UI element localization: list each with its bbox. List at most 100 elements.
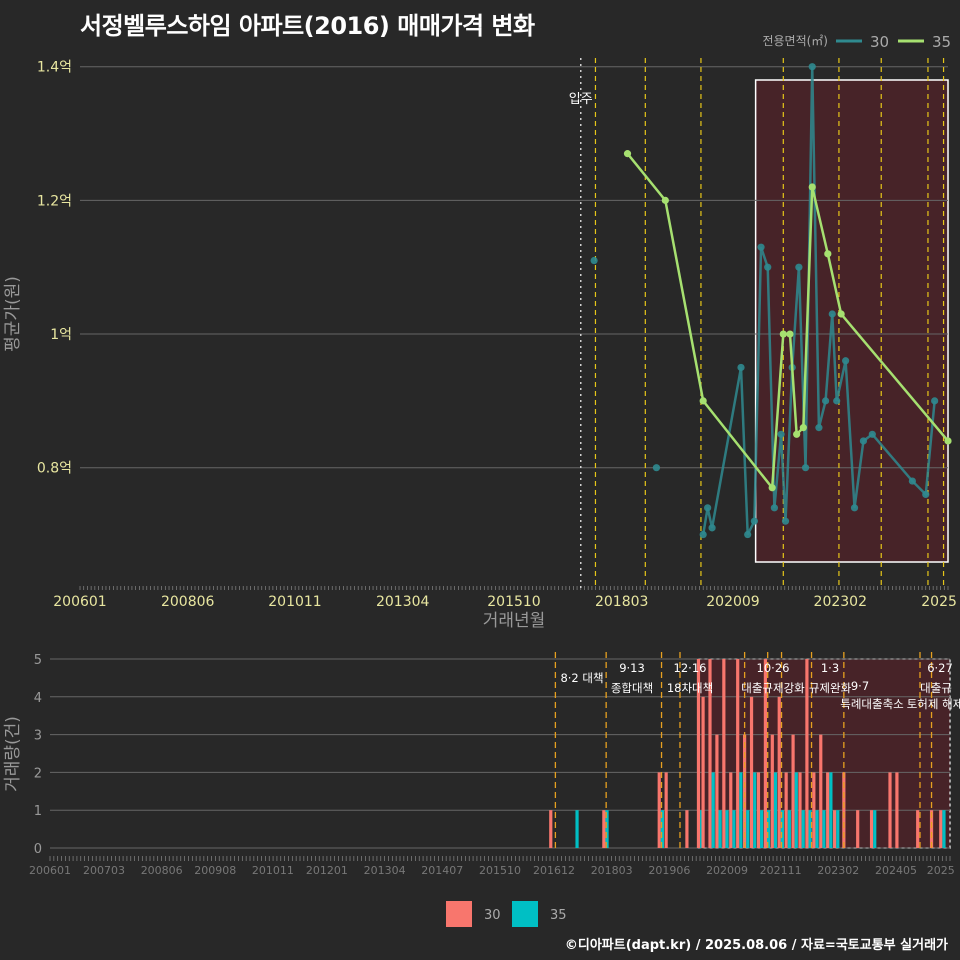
- bar-30: [696, 659, 701, 848]
- bottom-y-tick-label: 3: [34, 729, 42, 744]
- series-30-point: [777, 430, 785, 438]
- x-tick-label: 202009: [706, 594, 759, 610]
- bar-35: [794, 772, 798, 848]
- bar-30: [812, 772, 816, 848]
- series-30-point: [850, 504, 859, 512]
- bar-35: [660, 810, 665, 848]
- bottom-x-tick-label: 200601: [29, 864, 71, 877]
- series-30-point: [908, 477, 916, 485]
- series-30-point: [842, 357, 850, 365]
- bottom-x-tick-label: 200806: [141, 864, 183, 877]
- policy-label: 대출규제강화: [741, 681, 805, 695]
- series-35-point: [824, 250, 832, 258]
- policy-label: 종합대책: [611, 681, 653, 695]
- bar-35: [575, 810, 579, 848]
- legend-label-35: 35: [932, 33, 951, 51]
- bar-35: [725, 810, 729, 848]
- x-tick-label: 201011: [268, 594, 321, 610]
- bar-30: [856, 810, 860, 848]
- bar-35: [753, 772, 757, 848]
- bar-30: [929, 810, 934, 848]
- bar-30: [798, 772, 802, 848]
- legend-bar-swatch-30: [446, 901, 472, 927]
- bar-30: [736, 659, 740, 848]
- bar-30: [756, 772, 761, 848]
- series-35-point: [768, 484, 776, 492]
- policy-label: 토허제 해제: [907, 697, 960, 711]
- bar-35: [605, 810, 609, 848]
- legend-title: 전용면적(㎡): [762, 34, 828, 48]
- bottom-x-tick-label: 2025: [927, 864, 955, 877]
- bar-35: [873, 810, 877, 848]
- policy-label: 9·13: [619, 661, 645, 675]
- policy-label: 12·16: [674, 661, 707, 675]
- series-30-point: [781, 517, 790, 525]
- series-35-point: [623, 150, 632, 158]
- series-35-point: [661, 196, 669, 204]
- bar-30: [685, 810, 689, 848]
- bar-30: [791, 734, 795, 848]
- bar-35: [801, 810, 805, 848]
- bottom-x-tick-label: 201906: [648, 864, 690, 877]
- bar-35: [773, 772, 778, 848]
- series-35-point: [699, 397, 707, 405]
- bar-35: [739, 772, 743, 848]
- series-30-point: [795, 263, 803, 271]
- bar-30: [763, 659, 767, 848]
- bar-30: [916, 810, 920, 848]
- series-30-point: [770, 504, 779, 512]
- bar-30: [715, 734, 719, 848]
- series-30-point: [922, 490, 930, 499]
- series-30-point: [801, 464, 810, 472]
- bar-30: [895, 772, 899, 848]
- policy-label: 18차대책: [667, 681, 713, 695]
- series-30-point: [833, 397, 841, 405]
- legend-bar-swatch-35: [512, 901, 538, 927]
- series-35-line: [626, 152, 949, 492]
- series-30-point: [828, 310, 836, 318]
- x-tick-label: 201803: [595, 594, 648, 610]
- series-30-point: [868, 430, 876, 438]
- policy-label: 6·27: [927, 661, 953, 675]
- bottom-y-tick-label: 2: [34, 766, 42, 781]
- series-35-point: [793, 430, 801, 438]
- series-30-point: [815, 424, 823, 432]
- bar-30: [701, 696, 705, 848]
- bar-35: [732, 810, 736, 848]
- bottom-y-axis-title: 거래량(건): [3, 716, 23, 792]
- bar-30: [743, 734, 747, 848]
- x-axis-title: 거래년월: [483, 611, 546, 631]
- bottom-x-tick-label: 202302: [817, 864, 859, 877]
- y-tick-label: 1.4억: [37, 60, 72, 76]
- bottom-x-tick-label: 201803: [591, 864, 633, 877]
- bar-35: [711, 772, 715, 848]
- series-30-point: [699, 530, 707, 539]
- bar-30: [939, 810, 943, 848]
- series-30-point: [737, 363, 745, 372]
- bar-30: [549, 810, 553, 848]
- series-30-point: [590, 256, 598, 265]
- bottom-x-tick-label: 202405: [875, 864, 917, 877]
- chart-title: 서정벨루스하임 아파트(2016) 매매가격 변화: [80, 12, 535, 40]
- series-35-point: [799, 424, 807, 432]
- series-30-point: [708, 524, 716, 532]
- bar-30: [770, 734, 774, 848]
- bar-30: [729, 772, 733, 848]
- bar-30: [805, 659, 809, 848]
- bar-35: [760, 810, 764, 848]
- bar-30: [784, 772, 788, 848]
- bar-35: [780, 810, 785, 848]
- bottom-x-tick-label: 200908: [194, 864, 236, 877]
- bar-35: [746, 810, 750, 848]
- policy-label: 규제완화: [809, 681, 852, 695]
- x-tick-label: 201304: [376, 594, 430, 610]
- bar-30: [842, 772, 846, 848]
- bar-30: [664, 772, 668, 848]
- series-30-point: [652, 464, 661, 472]
- bottom-y-tick-label: 5: [34, 653, 42, 668]
- y-axis-title: 평균가(원): [3, 276, 23, 352]
- bottom-x-tick-label: 202111: [760, 864, 802, 877]
- bar-30: [749, 696, 754, 848]
- bar-35: [808, 810, 812, 848]
